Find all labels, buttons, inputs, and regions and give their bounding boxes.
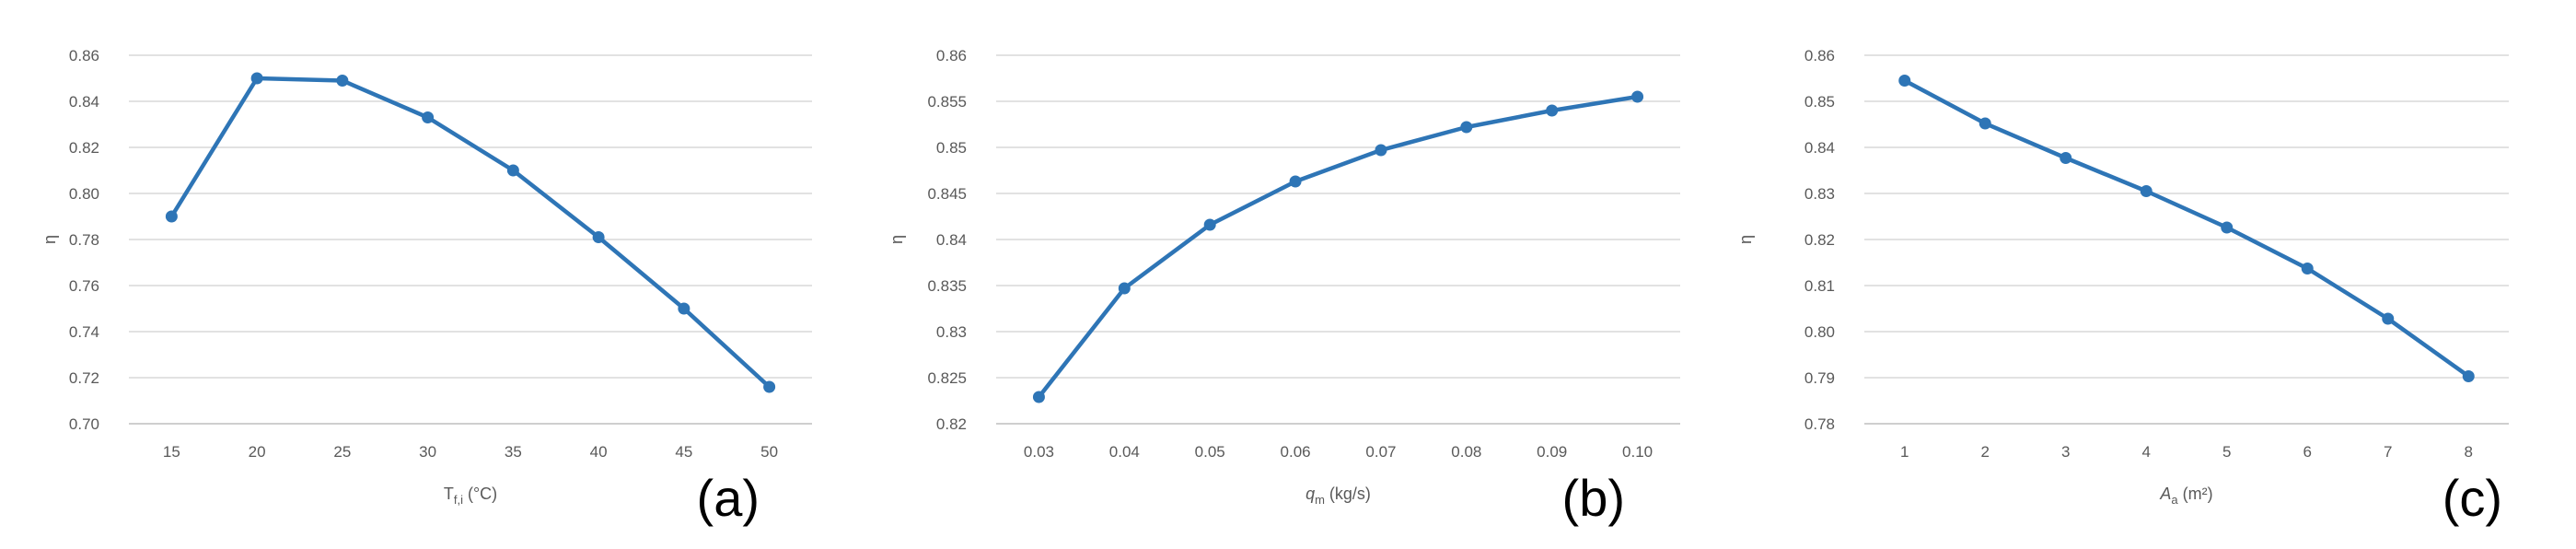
x-tick-label: 0.03 bbox=[1024, 443, 1054, 461]
x-tick-label: 8 bbox=[2465, 443, 2473, 461]
y-tick-label: 0.86 bbox=[936, 47, 967, 64]
y-tick-label: 0.81 bbox=[1804, 277, 1835, 295]
data-point bbox=[2140, 185, 2152, 197]
data-point bbox=[336, 75, 349, 87]
x-tick-label: 20 bbox=[249, 443, 266, 461]
data-point bbox=[763, 380, 776, 393]
data-point bbox=[506, 164, 519, 177]
data-point bbox=[1460, 121, 1473, 134]
data-point bbox=[1118, 282, 1131, 295]
y-tick-label: 0.82 bbox=[936, 415, 967, 433]
x-tick-label: 0.04 bbox=[1109, 443, 1140, 461]
data-point bbox=[2382, 312, 2395, 325]
y-tick-label: 0.835 bbox=[927, 277, 967, 295]
x-tick-label: 15 bbox=[163, 443, 180, 461]
y-tick-label: 0.82 bbox=[1804, 231, 1835, 249]
x-tick-label: 50 bbox=[760, 443, 778, 461]
y-tick-label: 0.86 bbox=[69, 47, 99, 64]
x-tick-label: 45 bbox=[675, 443, 692, 461]
panel-label: (b) bbox=[1562, 469, 1625, 527]
data-point bbox=[1289, 175, 1302, 188]
x-tick-label: 0.08 bbox=[1451, 443, 1481, 461]
y-tick-label: 0.74 bbox=[69, 323, 99, 341]
y-tick-label: 0.72 bbox=[69, 369, 99, 387]
data-point bbox=[2060, 152, 2072, 164]
x-tick-label: 4 bbox=[2142, 443, 2151, 461]
chart-2: 0.82 0.825 0.83 0.835 0.84 0.845 0.85 0.855 0.86… bbox=[888, 47, 1680, 527]
x-tick-label: 0.05 bbox=[1195, 443, 1225, 461]
y-tick-label: 0.80 bbox=[1804, 323, 1835, 341]
data-point bbox=[1631, 90, 1644, 103]
y-tick-label: 0.845 bbox=[927, 185, 967, 203]
panel-label: (c) bbox=[2443, 469, 2502, 527]
data-point bbox=[2301, 263, 2314, 274]
y-tick-label: 0.80 bbox=[69, 185, 99, 203]
x-tick-label: 0.06 bbox=[1281, 443, 1311, 461]
y-tick-label: 0.84 bbox=[1804, 139, 1835, 157]
x-tick-label: 0.09 bbox=[1537, 443, 1567, 461]
x-tick-label: 30 bbox=[419, 443, 436, 461]
chart-1: 0.70 0.72 0.74 0.76 0.78 0.80 0.82 0.84 0.86 15 20… bbox=[41, 47, 812, 527]
data-point bbox=[678, 302, 690, 315]
x-tick-label: 7 bbox=[2384, 443, 2392, 461]
y-tick-label: 0.82 bbox=[69, 139, 99, 157]
data-point bbox=[422, 111, 435, 123]
data-point bbox=[250, 72, 263, 85]
y-tick-label: 0.85 bbox=[936, 139, 967, 157]
y-tick-label: 0.86 bbox=[1804, 47, 1835, 64]
y-tick-label: 0.78 bbox=[69, 231, 99, 249]
data-point bbox=[165, 210, 178, 223]
data-point bbox=[2221, 221, 2234, 234]
data-point bbox=[2462, 370, 2475, 382]
series-line bbox=[169, 76, 772, 389]
y-tick-label: 0.79 bbox=[1804, 369, 1835, 387]
data-point bbox=[1898, 75, 1911, 87]
data-point bbox=[1203, 218, 1216, 231]
y-tick-label: 0.84 bbox=[936, 231, 967, 249]
x-tick-label: 5 bbox=[2222, 443, 2231, 461]
x-tick-label: 40 bbox=[590, 443, 608, 461]
x-axis-label: Tf,i (°C) bbox=[444, 485, 497, 507]
data-point bbox=[1978, 117, 1991, 130]
data-point bbox=[592, 231, 605, 243]
y-tick-label: 0.825 bbox=[927, 369, 967, 387]
x-axis-label: Aa (m²) bbox=[2159, 485, 2212, 507]
y-axis-label: η bbox=[41, 235, 59, 244]
x-tick-label: 6 bbox=[2303, 443, 2312, 461]
x-tick-label: 25 bbox=[333, 443, 351, 461]
x-tick-label: 0.10 bbox=[1622, 443, 1653, 461]
series-line bbox=[1903, 78, 2470, 379]
chart-3: 0.78 0.79 0.80 0.81 0.82 0.83 0.84 0.85 0.86 1 2 3 4… bbox=[1736, 47, 2509, 527]
y-tick-label: 0.855 bbox=[927, 93, 967, 111]
y-axis-label: η bbox=[888, 235, 906, 244]
data-point bbox=[1032, 391, 1045, 403]
x-tick-label: 35 bbox=[505, 443, 522, 461]
y-tick-label: 0.76 bbox=[69, 277, 99, 295]
x-tick-label: 2 bbox=[1981, 443, 1990, 461]
x-axis-label: qm (kg/s) bbox=[1305, 485, 1371, 507]
y-tick-label: 0.83 bbox=[936, 323, 967, 341]
x-tick-label: 3 bbox=[2061, 443, 2070, 461]
y-tick-label: 0.84 bbox=[69, 93, 99, 111]
data-point bbox=[1546, 104, 1559, 117]
y-tick-label: 0.78 bbox=[1804, 415, 1835, 433]
y-tick-label: 0.83 bbox=[1804, 185, 1835, 203]
y-axis-label: η bbox=[1736, 235, 1755, 244]
x-tick-label: 1 bbox=[1900, 443, 1909, 461]
series-line bbox=[1037, 94, 1638, 399]
y-tick-label: 0.85 bbox=[1804, 93, 1835, 111]
y-tick-label: 0.70 bbox=[69, 415, 99, 433]
panel-label: (a) bbox=[697, 469, 760, 527]
x-tick-label: 0.07 bbox=[1365, 443, 1396, 461]
data-point bbox=[1375, 144, 1387, 157]
